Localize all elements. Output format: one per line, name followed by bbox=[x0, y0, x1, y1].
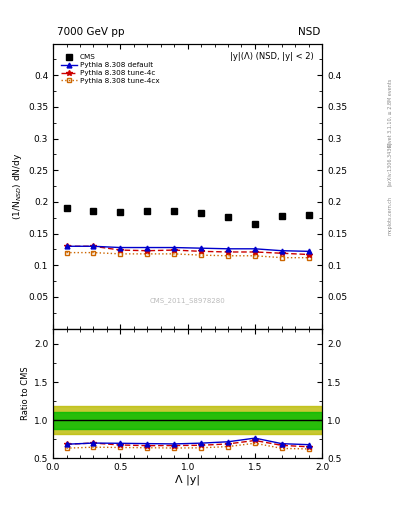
Pythia 8.308 tune-4c bbox=[91, 243, 96, 249]
Pythia 8.308 default bbox=[64, 243, 69, 249]
Text: 7000 GeV pp: 7000 GeV pp bbox=[57, 27, 125, 37]
Pythia 8.308 tune-4c bbox=[64, 243, 69, 249]
Pythia 8.308 tune-4cx bbox=[279, 254, 284, 261]
Text: NSD: NSD bbox=[298, 27, 320, 37]
Pythia 8.308 tune-4c bbox=[145, 248, 150, 254]
Pythia 8.308 tune-4c bbox=[253, 249, 257, 255]
Pythia 8.308 tune-4cx bbox=[145, 251, 150, 257]
Pythia 8.308 default bbox=[253, 246, 257, 252]
Pythia 8.308 default bbox=[226, 246, 230, 252]
CMS bbox=[64, 205, 69, 211]
Pythia 8.308 tune-4cx bbox=[172, 251, 176, 257]
CMS bbox=[226, 214, 230, 220]
Text: Rivet 3.1.10, ≥ 2.8M events: Rivet 3.1.10, ≥ 2.8M events bbox=[387, 78, 392, 147]
Pythia 8.308 default bbox=[91, 243, 96, 249]
CMS bbox=[279, 213, 284, 219]
Pythia 8.308 tune-4c bbox=[226, 249, 230, 255]
Y-axis label: (1/N$_{NSD}$) dN/dy: (1/N$_{NSD}$) dN/dy bbox=[11, 152, 24, 220]
X-axis label: Λ |y|: Λ |y| bbox=[175, 475, 200, 485]
Text: mcplots.cern.ch: mcplots.cern.ch bbox=[387, 196, 392, 234]
Pythia 8.308 tune-4c bbox=[172, 247, 176, 253]
Y-axis label: Ratio to CMS: Ratio to CMS bbox=[21, 367, 29, 420]
Line: Pythia 8.308 tune-4cx: Pythia 8.308 tune-4cx bbox=[64, 250, 311, 260]
Pythia 8.308 default bbox=[307, 248, 311, 254]
Line: Pythia 8.308 tune-4c: Pythia 8.308 tune-4c bbox=[64, 244, 312, 258]
Pythia 8.308 tune-4cx bbox=[118, 251, 123, 257]
Line: Pythia 8.308 default: Pythia 8.308 default bbox=[64, 244, 311, 254]
Pythia 8.308 tune-4cx bbox=[199, 252, 204, 258]
Pythia 8.308 default bbox=[118, 244, 123, 250]
CMS bbox=[199, 210, 204, 217]
CMS bbox=[307, 211, 311, 218]
Pythia 8.308 tune-4c bbox=[199, 248, 204, 254]
CMS bbox=[91, 208, 96, 214]
Pythia 8.308 tune-4c bbox=[118, 247, 123, 253]
Pythia 8.308 tune-4cx bbox=[64, 249, 69, 255]
CMS bbox=[253, 221, 257, 227]
Text: CMS_2011_S8978280: CMS_2011_S8978280 bbox=[150, 297, 226, 304]
Pythia 8.308 tune-4cx bbox=[226, 253, 230, 259]
Pythia 8.308 default bbox=[145, 244, 150, 250]
Pythia 8.308 tune-4cx bbox=[307, 254, 311, 261]
Pythia 8.308 default bbox=[172, 244, 176, 250]
Line: CMS: CMS bbox=[63, 205, 312, 227]
Pythia 8.308 tune-4c bbox=[307, 251, 311, 258]
Text: [arXiv:1306.3436]: [arXiv:1306.3436] bbox=[387, 142, 392, 186]
Pythia 8.308 tune-4cx bbox=[253, 253, 257, 259]
CMS bbox=[172, 208, 176, 214]
Pythia 8.308 tune-4c bbox=[279, 250, 284, 257]
Text: |y|(Λ) (NSD, |y| < 2): |y|(Λ) (NSD, |y| < 2) bbox=[230, 52, 314, 61]
Pythia 8.308 default bbox=[199, 245, 204, 251]
Pythia 8.308 tune-4cx bbox=[91, 249, 96, 255]
Pythia 8.308 default bbox=[279, 248, 284, 254]
Legend: CMS, Pythia 8.308 default, Pythia 8.308 tune-4c, Pythia 8.308 tune-4cx: CMS, Pythia 8.308 default, Pythia 8.308 … bbox=[59, 53, 161, 86]
CMS bbox=[118, 209, 123, 215]
CMS bbox=[145, 208, 150, 215]
